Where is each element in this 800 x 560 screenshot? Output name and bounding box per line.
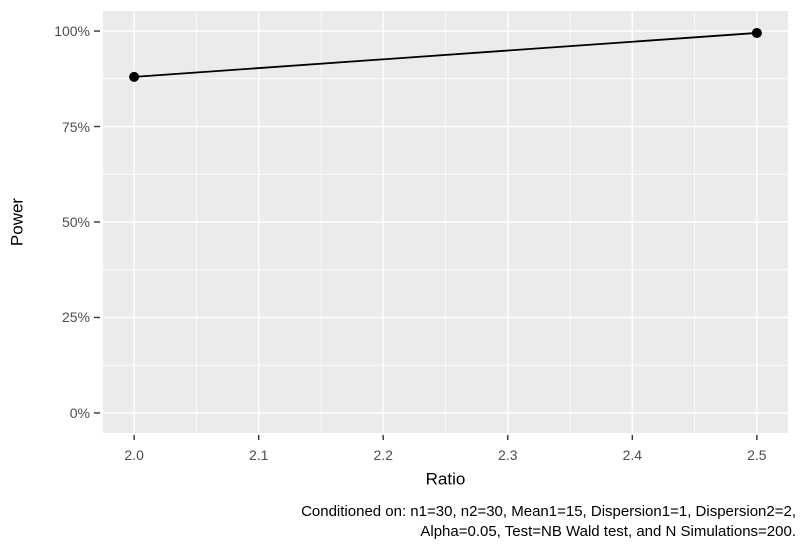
x-tick-label-2-0: 2.0 <box>124 447 144 463</box>
x-tick-label-2-1: 2.1 <box>248 447 269 463</box>
y-tick-label-75: 75% <box>61 118 90 135</box>
x-tick-label-2-2: 2.2 <box>373 447 393 463</box>
y-tick-label-100: 100% <box>54 23 90 40</box>
x-tick-label-2-4: 2.4 <box>622 447 643 463</box>
caption-line-1: Conditioned on: n1=30, n2=30, Mean1=15, … <box>301 503 796 520</box>
plot-caption: Conditioned on: n1=30, n2=30, Mean1=15, … <box>301 502 796 542</box>
x-tick-label-2-5: 2.5 <box>747 447 767 463</box>
caption-line-2: Alpha=0.05, Test=NB Wald test, and N Sim… <box>420 523 796 540</box>
y-tick-label-0: 0% <box>69 404 90 421</box>
y-axis-title: Power <box>7 197 27 247</box>
y-tick-label-50: 50% <box>61 214 90 230</box>
y-tick-label-25: 25% <box>61 309 90 326</box>
x-tick-label-2-3: 2.3 <box>498 447 518 463</box>
x-axis-title: Ratio <box>425 469 466 489</box>
